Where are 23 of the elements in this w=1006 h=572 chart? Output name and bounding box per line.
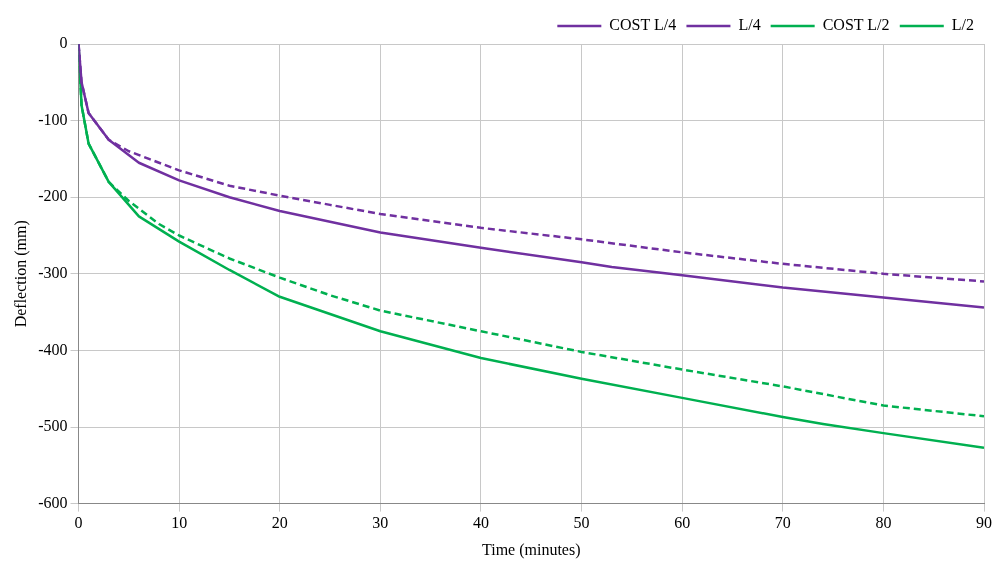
- y-tick-label: -600: [38, 493, 68, 511]
- x-axis-title: Time (minutes): [482, 540, 581, 559]
- legend-label: COST L/4: [609, 16, 677, 34]
- y-tick-label: -200: [38, 187, 68, 205]
- y-axis-title: Deflection (mm): [11, 220, 30, 328]
- y-tick-label: 0: [59, 34, 68, 52]
- legend-label: COST L/2: [822, 16, 890, 34]
- x-tick-label: 90: [976, 514, 992, 532]
- x-tick-label: 60: [674, 514, 691, 532]
- y-tick-label: -100: [38, 110, 68, 128]
- y-tick-label: -500: [38, 417, 68, 435]
- x-tick-label: 40: [472, 514, 489, 532]
- x-tick-label: 10: [171, 514, 188, 532]
- legend-label: L/4: [738, 16, 761, 34]
- x-tick-label: 20: [271, 514, 288, 532]
- x-tick-label: 30: [372, 514, 389, 532]
- y-tick-label: -400: [38, 340, 68, 358]
- y-tick-label: -300: [38, 264, 68, 281]
- x-tick-label: 80: [875, 514, 892, 532]
- legend-label: L/2: [951, 16, 974, 34]
- x-tick-label: 50: [573, 514, 590, 532]
- x-tick-label: 70: [774, 514, 791, 532]
- x-tick-label: 0: [74, 514, 83, 532]
